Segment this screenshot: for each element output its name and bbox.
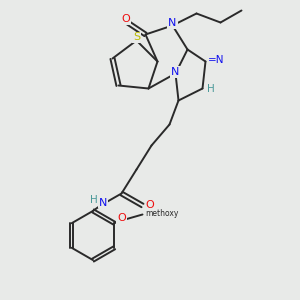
Text: H: H (207, 83, 215, 94)
Text: O: O (146, 200, 154, 211)
Text: methoxy: methoxy (145, 209, 178, 218)
Text: O: O (117, 213, 126, 223)
Text: H: H (90, 195, 98, 205)
Text: N: N (171, 67, 180, 77)
Text: O: O (122, 14, 130, 25)
Text: S: S (133, 32, 140, 43)
Text: N: N (99, 197, 107, 208)
Text: =N: =N (208, 55, 224, 65)
Text: N: N (168, 18, 177, 28)
